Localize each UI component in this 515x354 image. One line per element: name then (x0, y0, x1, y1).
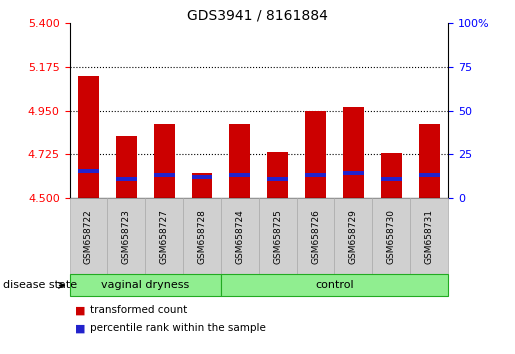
Text: GSM658727: GSM658727 (160, 209, 168, 264)
Bar (419, 124, 439, 198)
Bar (116, 177, 136, 181)
Text: GSM658728: GSM658728 (198, 209, 207, 264)
Text: GSM658724: GSM658724 (235, 209, 244, 264)
Bar (267, 152, 288, 198)
Bar (192, 173, 212, 198)
Text: disease state: disease state (3, 280, 77, 290)
Text: GSM658725: GSM658725 (273, 209, 282, 264)
Bar (154, 124, 175, 198)
Bar (305, 110, 326, 198)
Text: ■: ■ (75, 323, 85, 333)
Text: GSM658729: GSM658729 (349, 209, 358, 264)
Bar (154, 173, 175, 177)
Text: GSM658722: GSM658722 (84, 209, 93, 264)
Text: percentile rank within the sample: percentile rank within the sample (90, 323, 266, 333)
Text: GSM658723: GSM658723 (122, 209, 131, 264)
Text: transformed count: transformed count (90, 306, 187, 315)
Bar (343, 171, 364, 175)
Bar (192, 175, 212, 178)
Text: control: control (315, 280, 354, 290)
Text: ■: ■ (75, 306, 85, 315)
Bar (305, 173, 326, 177)
Bar (78, 75, 99, 198)
Text: GSM658730: GSM658730 (387, 209, 396, 264)
Bar (267, 177, 288, 181)
Bar (381, 153, 402, 198)
Text: vaginal dryness: vaginal dryness (101, 280, 190, 290)
Bar (419, 173, 439, 177)
Bar (230, 124, 250, 198)
Bar (343, 107, 364, 198)
Text: GSM658731: GSM658731 (425, 209, 434, 264)
Bar (116, 136, 136, 198)
Bar (78, 169, 99, 173)
Bar (230, 173, 250, 177)
Bar (381, 177, 402, 181)
Text: GDS3941 / 8161884: GDS3941 / 8161884 (187, 9, 328, 23)
Text: GSM658726: GSM658726 (311, 209, 320, 264)
